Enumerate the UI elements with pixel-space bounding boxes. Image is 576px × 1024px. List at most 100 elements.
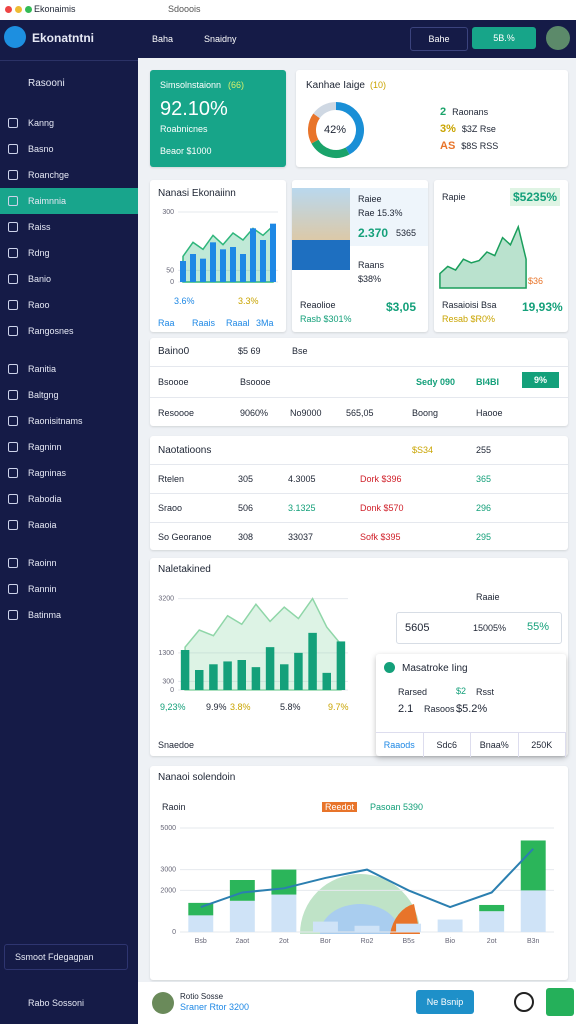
- footer: Rotio Sosse Sraner Rtor 3200 Ne Bsnip: [138, 982, 576, 1024]
- y-tick-label: 300: [162, 209, 174, 216]
- badge[interactable]: 5B.%: [472, 27, 536, 49]
- bar: [265, 647, 275, 690]
- max[interactable]: [25, 6, 32, 13]
- label: Rapie: [442, 192, 466, 202]
- table2: Naotatioons $S34 255 Rtelen 305 4.3005 Dork…: [150, 436, 568, 550]
- nav-item[interactable]: Batinma: [0, 602, 138, 628]
- nav-2[interactable]: Snaidny: [204, 34, 237, 44]
- box-value: 5605: [405, 622, 430, 634]
- nav-item[interactable]: Raonisitnams: [0, 408, 138, 434]
- chart: [439, 224, 527, 289]
- nav-item[interactable]: Basno: [0, 136, 138, 162]
- box-value: 55%: [527, 621, 550, 633]
- nav-item[interactable]: Baltgng: [0, 382, 138, 408]
- cell: So Georanoe: [158, 532, 212, 542]
- min[interactable]: [15, 6, 22, 13]
- title: Nanaoi solendoin: [158, 772, 236, 783]
- tab[interactable]: Sdc6: [424, 733, 471, 757]
- bar: [396, 923, 422, 932]
- cell: 296: [476, 503, 492, 513]
- user: Rotio Sosse: [180, 992, 224, 1001]
- nav-label: Roanchge: [28, 170, 70, 180]
- cell: 33037: [288, 532, 314, 542]
- x-tick-label: 2aot: [236, 938, 250, 945]
- x-tick-label: Bor: [320, 938, 332, 945]
- nav-item[interactable]: Banio: [0, 266, 138, 292]
- bar: [271, 869, 297, 895]
- icon[interactable]: [514, 992, 534, 1012]
- bar: [209, 664, 218, 690]
- nav-item[interactable]: Raaoia: [0, 512, 138, 538]
- avatar[interactable]: [546, 26, 570, 50]
- legend-num: AS: [440, 140, 456, 152]
- nav-1[interactable]: Baha: [152, 34, 174, 44]
- cell: Rtelen: [158, 474, 185, 484]
- nav-item[interactable]: Rdng: [0, 240, 138, 266]
- cell: 305: [238, 474, 254, 484]
- bar: [188, 902, 214, 916]
- nav-item[interactable]: Raoinn: [0, 550, 138, 576]
- x-tick-label: 2ot: [279, 938, 289, 945]
- close[interactable]: [5, 6, 12, 13]
- nav-label: Banio: [28, 274, 52, 284]
- bar: [190, 254, 196, 282]
- cell: 506: [238, 503, 254, 513]
- nav-item[interactable]: Kanng: [0, 110, 138, 136]
- nav-item[interactable]: Raoo: [0, 292, 138, 318]
- bar: [520, 840, 546, 891]
- cell: 365: [476, 474, 492, 484]
- foot: Reaolioe: [300, 300, 336, 310]
- tab[interactable]: Sdooois: [168, 4, 201, 14]
- search[interactable]: Bahe: [410, 27, 468, 51]
- x-tick-label: B5s: [403, 938, 416, 945]
- nav-item[interactable]: Rangosnes: [0, 318, 138, 344]
- legend-row: AS $8S RSS: [440, 140, 498, 152]
- nav-item[interactable]: Rabodia: [0, 486, 138, 512]
- nav-group: Kanng Basno Roanchge Raimnnia Raiss Rdng Banio…: [0, 110, 138, 344]
- meta: $5 69: [238, 346, 261, 356]
- nav-label: Rangosnes: [28, 326, 74, 336]
- stat: 9,23%: [160, 702, 186, 712]
- bar: [280, 664, 289, 690]
- nav-item[interactable]: Raimnnia: [0, 188, 138, 214]
- tab[interactable]: 250K: [519, 733, 566, 757]
- donut-segment: [335, 102, 364, 155]
- x-tick-label: Bsb: [195, 938, 207, 945]
- bar: [180, 650, 190, 690]
- user: Rabo Sossoni: [28, 998, 85, 1008]
- nav-item[interactable]: Ragninn: [0, 434, 138, 460]
- bar: [240, 254, 246, 282]
- rows: Bsoooe Bsoooe Sedy 090 BI4BI 9% Resoooe 9060% N…: [150, 366, 568, 428]
- nav-item[interactable]: Ranitia: [0, 356, 138, 382]
- nav-item[interactable]: Rannin: [0, 576, 138, 602]
- tab[interactable]: Bnaa%: [471, 733, 519, 757]
- nav-group: Raoinn Rannin Batinma: [0, 550, 138, 628]
- section: Rasooni: [28, 78, 65, 89]
- bar: [200, 258, 206, 282]
- nav-group: Ranitia Baltgng Raonisitnams Ragninn Ragnina…: [0, 356, 138, 538]
- kpi-title: Simsolnstaionn: [160, 80, 222, 90]
- nav-label: Rannin: [28, 584, 57, 594]
- nav-item[interactable]: Ragninas: [0, 460, 138, 486]
- button[interactable]: Ne Bsnip: [416, 990, 474, 1014]
- area: [439, 224, 527, 289]
- legend-row: 2 Raonans: [440, 106, 498, 118]
- foot: Rasaioisi Bsa: [442, 300, 497, 310]
- nav-item[interactable]: Raiss: [0, 214, 138, 240]
- foot: Resab $R0%: [442, 314, 496, 324]
- foot: Rasb $301%: [300, 314, 352, 324]
- nav-item[interactable]: Roanchge: [0, 162, 138, 188]
- corner: Raaie: [476, 592, 500, 602]
- bar: [230, 247, 236, 282]
- y-tick-label: 5000: [160, 825, 176, 832]
- support[interactable]: Ssmoot Fdegagpan: [4, 944, 128, 970]
- tab[interactable]: Raaods: [376, 733, 424, 757]
- fab[interactable]: [546, 988, 574, 1016]
- bar: [223, 661, 232, 690]
- stat: 3.3%: [238, 296, 259, 306]
- cell: 4.3005: [288, 474, 316, 484]
- kpi-tag: (66): [228, 80, 245, 90]
- cell: Sedy 090: [416, 377, 456, 387]
- bar: [250, 228, 256, 282]
